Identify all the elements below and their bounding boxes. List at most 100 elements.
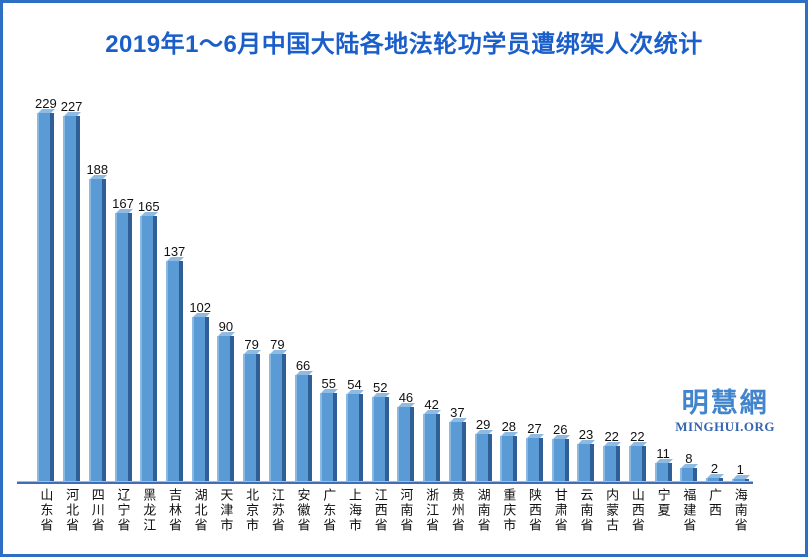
category-label: 江苏省	[269, 488, 285, 533]
category-label: 福建省	[681, 488, 697, 533]
bar-column: 165	[136, 200, 162, 481]
bar	[551, 439, 569, 481]
bar-column: 28	[496, 420, 522, 481]
category-label: 湖北省	[192, 488, 208, 533]
bar	[165, 261, 183, 481]
bar-value-label: 227	[60, 99, 83, 114]
bar	[448, 422, 466, 481]
bar	[320, 393, 338, 481]
bar-column: 2	[702, 462, 728, 481]
category-cell: 内蒙古	[599, 488, 625, 533]
bar-value-label: 22	[630, 429, 645, 444]
category-cell: 甘肃省	[547, 488, 573, 533]
category-label: 天津市	[218, 488, 234, 533]
category-label: 上海市	[346, 488, 362, 533]
bar-column: 229	[33, 97, 59, 481]
bar	[680, 468, 698, 481]
bar-column: 55	[316, 377, 342, 481]
watermark-chinese: 明慧網	[681, 388, 769, 418]
bar-column: 167	[110, 197, 136, 481]
category-label: 北京市	[244, 488, 260, 533]
bar-column: 8	[676, 452, 702, 481]
bar-column: 79	[264, 338, 290, 481]
bar-value-label: 8	[685, 451, 693, 466]
bar-value-label: 167	[112, 196, 134, 211]
category-label: 江西省	[372, 488, 388, 533]
category-cell: 浙江省	[419, 488, 445, 533]
category-cell: 广西	[702, 488, 728, 533]
bar	[217, 336, 235, 481]
bar-chart: 229 227 188 167 165 137 102 90 79 79 66 55 54 52 46 42 3…	[17, 93, 753, 533]
bar-column: 102	[187, 301, 213, 481]
category-label: 四川省	[89, 488, 105, 533]
bar	[114, 213, 132, 481]
category-label: 河北省	[64, 488, 80, 533]
watermark-english: MINGHUI.ORG	[675, 419, 775, 434]
x-axis-labels: 山东省 河北省 四川省 辽宁省 黑龙江 吉林省 湖北省 天津市 北京市 江苏省 安徽省 广东省 上海市江…	[33, 488, 753, 533]
bar-value-label: 46	[398, 390, 414, 405]
category-cell: 北京市	[239, 488, 265, 533]
category-cell: 福建省	[676, 488, 702, 533]
category-cell: 山西省	[625, 488, 651, 533]
chart-title: 2019年1～6月中国大陆各地法轮功学员遭绑架人次统计	[105, 31, 703, 58]
category-label: 重庆市	[501, 488, 517, 533]
bar	[577, 444, 595, 481]
category-cell: 湖北省	[187, 488, 213, 533]
category-label: 山西省	[629, 488, 645, 533]
bar-column: 46	[393, 391, 419, 481]
bar	[268, 354, 286, 481]
bar-column: 27	[522, 422, 548, 481]
bar	[654, 463, 672, 481]
bar-value-label: 27	[527, 421, 542, 436]
bar-value-label: 26	[553, 422, 568, 437]
bar	[526, 438, 544, 481]
bar-value-label: 54	[347, 377, 362, 392]
bar-value-label: 42	[424, 397, 439, 412]
bar-column: 66	[290, 359, 316, 481]
bar-value-label: 102	[189, 300, 212, 315]
category-label: 黑龙江	[141, 488, 157, 533]
category-cell: 河南省	[393, 488, 419, 533]
bar	[37, 113, 55, 481]
bar-column: 37	[445, 406, 471, 481]
bar-value-label: 52	[372, 380, 388, 395]
category-label: 湖南省	[475, 488, 491, 533]
category-label: 广西	[707, 488, 723, 518]
category-cell: 海南省	[727, 488, 753, 533]
bar-column: 52	[367, 381, 393, 481]
category-cell: 宁夏	[650, 488, 676, 533]
bar-column: 22	[599, 430, 625, 481]
bar	[140, 216, 158, 481]
bar-value-label: 28	[501, 419, 517, 434]
category-label: 山东省	[38, 488, 54, 533]
category-cell: 重庆市	[496, 488, 522, 533]
bar-value-label: 37	[450, 405, 465, 420]
bar-value-label: 23	[578, 427, 594, 442]
category-cell: 江苏省	[264, 488, 290, 533]
category-label: 云南省	[578, 488, 594, 533]
bar-column: 79	[239, 338, 265, 481]
bar	[345, 394, 363, 481]
bar-column: 90	[213, 320, 239, 481]
bar	[63, 116, 81, 481]
category-label: 浙江省	[424, 488, 440, 533]
minghui-watermark: 明慧網 MINGHUI.ORG	[675, 388, 775, 434]
bar-column: 1	[727, 463, 753, 481]
bar	[731, 479, 749, 481]
category-label: 吉林省	[166, 488, 182, 533]
category-label: 海南省	[732, 488, 748, 533]
category-label: 内蒙古	[604, 488, 620, 533]
category-cell: 云南省	[573, 488, 599, 533]
bar-column: 29	[470, 418, 496, 481]
bar-column: 26	[547, 423, 573, 481]
bar-column: 188	[84, 163, 110, 481]
bar	[706, 478, 724, 481]
bar	[628, 446, 646, 481]
bar-value-label: 79	[270, 337, 285, 352]
category-cell: 吉林省	[162, 488, 188, 533]
bar-column: 227	[59, 100, 85, 481]
bar	[397, 407, 415, 481]
bar	[500, 436, 518, 481]
category-label: 安徽省	[295, 488, 311, 533]
